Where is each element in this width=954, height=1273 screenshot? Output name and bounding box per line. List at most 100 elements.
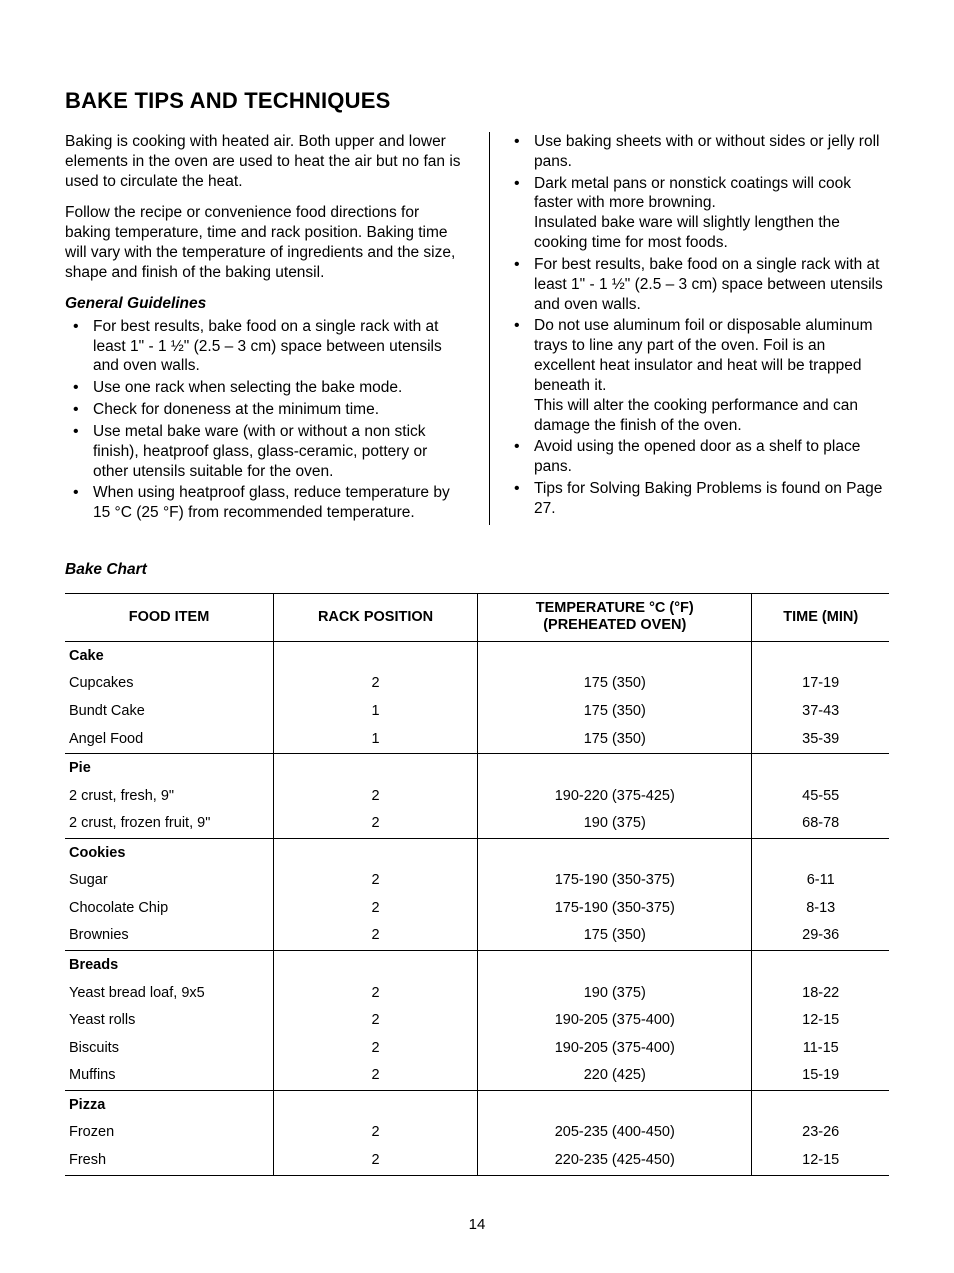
table-cell: [752, 1090, 889, 1119]
table-row: Brownies2175 (350)29-36: [65, 922, 889, 950]
table-cell: 1: [274, 698, 478, 726]
table-cell: 6-11: [752, 867, 889, 895]
table-row: Yeast rolls2190-205 (375-400)12-15: [65, 1007, 889, 1035]
intro-paragraph-1: Baking is cooking with heated air. Both …: [65, 132, 461, 191]
table-cell: [752, 951, 889, 980]
table-cell: 68-78: [752, 810, 889, 838]
table-cell: Yeast rolls: [65, 1007, 274, 1035]
table-cell: 2: [274, 980, 478, 1008]
table-cell: 17-19: [752, 670, 889, 698]
list-item: Use one rack when selecting the bake mod…: [65, 378, 461, 398]
table-cell: Brownies: [65, 922, 274, 950]
table-cell: Pie: [65, 754, 274, 783]
table-cell: 1: [274, 726, 478, 754]
table-header-time: TIME (MIN): [752, 594, 889, 642]
table-cell: [274, 1090, 478, 1119]
table-cell: [478, 838, 752, 867]
right-column: Use baking sheets with or without sides …: [489, 132, 889, 525]
table-cell: Fresh: [65, 1147, 274, 1175]
table-row: Yeast bread loaf, 9x52190 (375)18-22: [65, 980, 889, 1008]
table-section-row: Cookies: [65, 838, 889, 867]
table-row: 2 crust, frozen fruit, 9"2190 (375)68-78: [65, 810, 889, 838]
intro-paragraph-2: Follow the recipe or convenience food di…: [65, 203, 461, 282]
table-cell: 2: [274, 1035, 478, 1063]
table-cell: 175-190 (350-375): [478, 867, 752, 895]
table-cell: 220-235 (425-450): [478, 1147, 752, 1175]
table-cell: [478, 1090, 752, 1119]
table-cell: 220 (425): [478, 1062, 752, 1090]
table-row: Sugar2175-190 (350-375)6-11: [65, 867, 889, 895]
table-cell: 2: [274, 783, 478, 811]
table-row: Muffins2220 (425)15-19: [65, 1062, 889, 1090]
table-cell: 2 crust, fresh, 9": [65, 783, 274, 811]
table-cell: 2: [274, 895, 478, 923]
table-row: Cupcakes2175 (350)17-19: [65, 670, 889, 698]
table-row: Chocolate Chip2175-190 (350-375)8-13: [65, 895, 889, 923]
table-cell: 37-43: [752, 698, 889, 726]
table-section-row: Cake: [65, 641, 889, 670]
table-cell: 2: [274, 1062, 478, 1090]
table-header-food-item: FOOD ITEM: [65, 594, 274, 642]
table-row: Biscuits2190-205 (375-400)11-15: [65, 1035, 889, 1063]
page-title: BAKE TIPS AND TECHNIQUES: [65, 88, 889, 114]
table-cell: [478, 641, 752, 670]
table-cell: 12-15: [752, 1007, 889, 1035]
table-header-rack: RACK POSITION: [274, 594, 478, 642]
table-cell: 175 (350): [478, 670, 752, 698]
table-cell: 2: [274, 1147, 478, 1175]
table-cell: 35-39: [752, 726, 889, 754]
table-cell: 175-190 (350-375): [478, 895, 752, 923]
table-cell: Yeast bread loaf, 9x5: [65, 980, 274, 1008]
table-cell: [752, 641, 889, 670]
table-cell: 15-19: [752, 1062, 889, 1090]
table-cell: 2: [274, 1007, 478, 1035]
table-cell: [274, 754, 478, 783]
table-row: Fresh2220-235 (425-450)12-15: [65, 1147, 889, 1175]
table-cell: 175 (350): [478, 698, 752, 726]
list-item: Check for doneness at the minimum time.: [65, 400, 461, 420]
table-cell: [274, 641, 478, 670]
table-cell: [274, 838, 478, 867]
list-item: Do not use aluminum foil or disposable a…: [506, 316, 889, 435]
bake-chart-heading: Bake Chart: [65, 561, 889, 579]
table-cell: 2: [274, 1119, 478, 1147]
table-cell: Muffins: [65, 1062, 274, 1090]
table-cell: 190-205 (375-400): [478, 1035, 752, 1063]
list-item: Tips for Solving Baking Problems is foun…: [506, 479, 889, 519]
two-column-body: Baking is cooking with heated air. Both …: [65, 132, 889, 525]
table-cell: Cookies: [65, 838, 274, 867]
table-cell: 2: [274, 810, 478, 838]
list-item: For best results, bake food on a single …: [65, 317, 461, 376]
table-cell: 2: [274, 867, 478, 895]
left-column: Baking is cooking with heated air. Both …: [65, 132, 461, 525]
table-cell: Cake: [65, 641, 274, 670]
right-bullet-list: Use baking sheets with or without sides …: [506, 132, 889, 519]
table-cell: [274, 951, 478, 980]
table-cell: 18-22: [752, 980, 889, 1008]
table-cell: 190 (375): [478, 980, 752, 1008]
list-item: Dark metal pans or nonstick coatings wil…: [506, 174, 889, 253]
table-cell: 190 (375): [478, 810, 752, 838]
table-cell: Breads: [65, 951, 274, 980]
table-cell: Chocolate Chip: [65, 895, 274, 923]
list-item: Avoid using the opened door as a shelf t…: [506, 437, 889, 477]
list-item: Use metal bake ware (with or without a n…: [65, 422, 461, 481]
table-row: Bundt Cake1175 (350)37-43: [65, 698, 889, 726]
table-cell: 190-205 (375-400): [478, 1007, 752, 1035]
table-row: Angel Food1175 (350)35-39: [65, 726, 889, 754]
table-cell: Sugar: [65, 867, 274, 895]
table-cell: 190-220 (375-425): [478, 783, 752, 811]
left-bullet-list: For best results, bake food on a single …: [65, 317, 461, 523]
table-cell: [752, 754, 889, 783]
table-cell: 2 crust, frozen fruit, 9": [65, 810, 274, 838]
table-section-row: Breads: [65, 951, 889, 980]
table-cell: 23-26: [752, 1119, 889, 1147]
table-section-row: Pizza: [65, 1090, 889, 1119]
table-header-temp: TEMPERATURE °C (°F)(PREHEATED OVEN): [478, 594, 752, 642]
table-cell: 2: [274, 922, 478, 950]
table-section-row: Pie: [65, 754, 889, 783]
table-cell: Frozen: [65, 1119, 274, 1147]
table-cell: Bundt Cake: [65, 698, 274, 726]
table-cell: 2: [274, 670, 478, 698]
table-cell: Biscuits: [65, 1035, 274, 1063]
